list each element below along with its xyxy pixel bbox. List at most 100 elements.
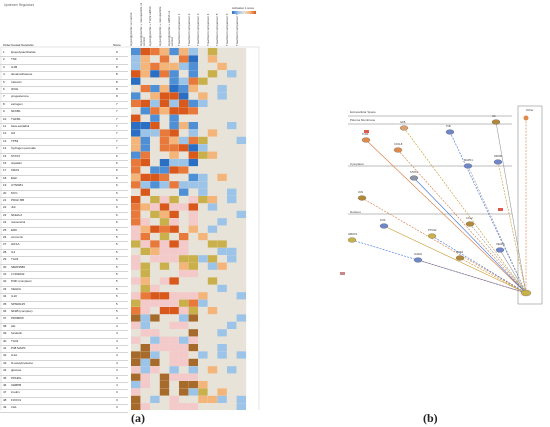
heatmap-cell[interactable] bbox=[188, 277, 198, 285]
heatmap-cell[interactable] bbox=[236, 351, 246, 359]
heatmap-cell[interactable] bbox=[150, 77, 160, 85]
heatmap-cell[interactable] bbox=[131, 136, 141, 144]
heatmap-cell[interactable] bbox=[150, 307, 160, 315]
node-label[interactable]: MAPK1 bbox=[464, 159, 473, 162]
heatmap-cell[interactable] bbox=[169, 136, 179, 144]
heatmap-cell[interactable] bbox=[236, 210, 246, 218]
column-header-order[interactable]: Order bbox=[3, 43, 11, 47]
heatmap-cell[interactable] bbox=[217, 277, 227, 285]
heatmap-cell[interactable] bbox=[207, 99, 218, 107]
table-row[interactable]: 47 insulin 3 bbox=[0, 389, 128, 398]
heatmap-cell[interactable] bbox=[159, 270, 170, 278]
heatmap-cell[interactable] bbox=[198, 240, 208, 248]
heatmap-cell[interactable] bbox=[169, 270, 179, 278]
table-row[interactable]: 8 estrogen 7 bbox=[0, 101, 128, 110]
heatmap-cell[interactable] bbox=[179, 403, 189, 410]
heatmap-cell[interactable] bbox=[217, 270, 227, 278]
heatmap-cell[interactable] bbox=[198, 48, 208, 56]
heatmap-cell[interactable] bbox=[236, 77, 246, 85]
heatmap-cell[interactable] bbox=[207, 388, 218, 396]
heatmap-cell[interactable] bbox=[236, 85, 246, 93]
column-header[interactable]: Hyperglycemic + nanoparticle vs control bbox=[139, 2, 146, 46]
heatmap-cell[interactable] bbox=[150, 144, 160, 152]
heatmap-cell[interactable] bbox=[169, 144, 179, 152]
table-row[interactable]: 38 Akt 4 bbox=[0, 323, 128, 332]
heatmap-cell[interactable] bbox=[131, 188, 141, 196]
heatmap-cell[interactable] bbox=[198, 388, 208, 396]
node-label[interactable]: PTGS2 bbox=[428, 229, 437, 232]
heatmap-cell[interactable] bbox=[159, 225, 170, 233]
heatmap-cell[interactable] bbox=[217, 77, 227, 85]
heatmap-cell[interactable] bbox=[179, 159, 189, 167]
table-row[interactable]: 3 IL1B 8 bbox=[0, 64, 128, 73]
heatmap-cell[interactable] bbox=[198, 351, 208, 359]
heatmap-cell[interactable] bbox=[169, 203, 179, 211]
heatmap-cell[interactable] bbox=[179, 166, 189, 174]
heatmap-cell[interactable] bbox=[150, 344, 160, 352]
heatmap-cell[interactable] bbox=[159, 114, 170, 122]
heatmap-cell[interactable] bbox=[207, 218, 218, 226]
heatmap-cell[interactable] bbox=[140, 151, 150, 159]
heatmap-cell[interactable] bbox=[236, 388, 246, 396]
heatmap-cell[interactable] bbox=[131, 277, 141, 285]
heatmap-cell[interactable] bbox=[207, 129, 218, 137]
heatmap-cell[interactable] bbox=[131, 225, 141, 233]
heatmap-cell[interactable] bbox=[169, 151, 179, 159]
heatmap-cell[interactable] bbox=[236, 321, 246, 329]
heatmap-cell[interactable] bbox=[198, 233, 208, 241]
heatmap-cell[interactable] bbox=[198, 114, 208, 122]
heatmap-cell[interactable] bbox=[169, 307, 179, 315]
heatmap-cell[interactable] bbox=[207, 262, 218, 270]
heatmap-cell[interactable] bbox=[131, 114, 141, 122]
heatmap-cell[interactable] bbox=[140, 107, 150, 115]
table-row[interactable]: 23 NFE2L2 6 bbox=[0, 212, 128, 221]
heatmap-cell[interactable] bbox=[207, 240, 218, 248]
heatmap-cell[interactable] bbox=[188, 62, 198, 70]
heatmap-cell[interactable] bbox=[140, 284, 150, 292]
heatmap-cell[interactable] bbox=[227, 299, 237, 307]
heatmap-cell[interactable] bbox=[227, 70, 237, 78]
heatmap-cell[interactable] bbox=[217, 188, 227, 196]
heatmap-cell[interactable] bbox=[131, 255, 141, 263]
heatmap-cell[interactable] bbox=[159, 403, 170, 410]
heatmap-cell[interactable] bbox=[207, 321, 218, 329]
heatmap-cell[interactable] bbox=[217, 233, 227, 241]
heatmap-cell[interactable] bbox=[179, 284, 189, 292]
heatmap-cell[interactable] bbox=[217, 62, 227, 70]
table-row[interactable]: 28 IL4 5 bbox=[0, 249, 128, 258]
heatmap-cell[interactable] bbox=[227, 240, 237, 248]
heatmap-cell[interactable] bbox=[140, 114, 150, 122]
heatmap-cell[interactable] bbox=[140, 373, 150, 381]
heatmap-cell[interactable] bbox=[140, 270, 150, 278]
heatmap-cell[interactable] bbox=[179, 92, 189, 100]
heatmap-cell[interactable] bbox=[150, 388, 160, 396]
table-row[interactable]: 37 PD98059 4 bbox=[0, 315, 128, 324]
heatmap-cell[interactable] bbox=[140, 321, 150, 329]
heatmap-cell[interactable] bbox=[227, 218, 237, 226]
table-row[interactable]: 45 PPARG 4 bbox=[0, 375, 128, 383]
heatmap-cell[interactable] bbox=[207, 307, 218, 315]
heatmap-cell[interactable] bbox=[169, 336, 179, 344]
heatmap-cell[interactable] bbox=[169, 403, 179, 410]
heatmap-cell[interactable] bbox=[188, 144, 198, 152]
heatmap-cell[interactable] bbox=[131, 159, 141, 167]
table-row[interactable]: 32 PI3K (complex) 5 bbox=[0, 278, 128, 287]
heatmap-cell[interactable] bbox=[150, 225, 160, 233]
heatmap-cell[interactable] bbox=[131, 373, 141, 381]
heatmap-cell[interactable] bbox=[179, 173, 189, 181]
heatmap-cell[interactable] bbox=[179, 85, 189, 93]
heatmap-cell[interactable] bbox=[227, 344, 237, 352]
heatmap-cell[interactable] bbox=[159, 210, 170, 218]
heatmap-cell[interactable] bbox=[159, 92, 170, 100]
heatmap-cell[interactable] bbox=[198, 77, 208, 85]
heatmap-cell[interactable] bbox=[159, 314, 170, 322]
heatmap-cell[interactable] bbox=[198, 99, 208, 107]
heatmap-cell[interactable] bbox=[217, 351, 227, 359]
heatmap-cell[interactable] bbox=[236, 299, 246, 307]
heatmap-cell[interactable] bbox=[150, 173, 160, 181]
heatmap-cell[interactable] bbox=[150, 255, 160, 263]
heatmap-cell[interactable] bbox=[198, 188, 208, 196]
heatmap-cell[interactable] bbox=[140, 122, 150, 130]
heatmap-cell[interactable] bbox=[236, 381, 246, 389]
table-row[interactable]: 26 curcumin 5 bbox=[0, 234, 128, 243]
